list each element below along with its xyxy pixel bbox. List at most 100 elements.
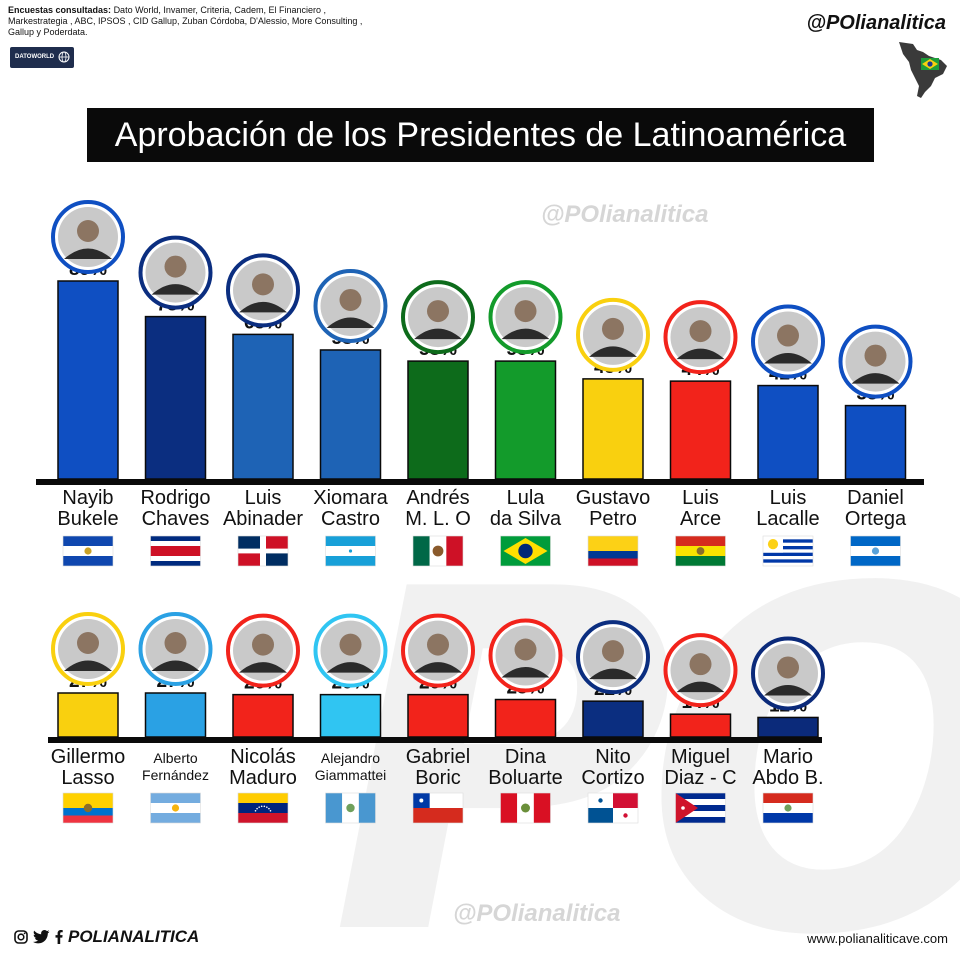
footer-brand: POLIANALITICA xyxy=(68,927,200,946)
bar xyxy=(494,698,557,738)
bar xyxy=(407,693,469,738)
website-link[interactable]: www.polianaliticave.com xyxy=(807,931,948,946)
president-name: Nicolás Maduro xyxy=(229,746,297,789)
president-name-line: Fernández xyxy=(142,767,209,783)
president-name-line: Cortizo xyxy=(581,767,644,789)
portrait-avatar xyxy=(138,612,213,686)
president-name-line: Maduro xyxy=(229,767,297,789)
flag-argentina xyxy=(150,792,201,824)
president-name-line: Lasso xyxy=(61,767,114,789)
bar xyxy=(582,700,644,738)
president-name-line: Lula xyxy=(507,487,546,509)
flag-colombia xyxy=(587,535,639,567)
flag-peru xyxy=(500,792,551,824)
president-name: Luis Lacalle xyxy=(756,487,819,530)
bar xyxy=(232,333,294,480)
portrait-avatar xyxy=(751,304,825,379)
president-name: Luis Abinader xyxy=(223,487,303,530)
president-name-line: Miguel xyxy=(671,746,730,768)
president-name-line: Luis xyxy=(770,487,807,509)
president-name: Xiomara Castro xyxy=(313,487,388,530)
portrait-avatar xyxy=(663,633,738,708)
president-name-line: Ortega xyxy=(845,508,907,530)
chart-title: Aprobación de los Presidentes de Latinoa… xyxy=(87,108,874,162)
president-name-line: Mario xyxy=(763,746,813,768)
president-name-line: Lacalle xyxy=(756,508,819,530)
bar xyxy=(669,380,732,480)
president-name-line: Alberto xyxy=(153,750,198,766)
flag-costa-rica xyxy=(150,535,201,567)
flag-uruguay xyxy=(762,535,814,567)
president-name-line: Bukele xyxy=(57,508,118,530)
president-name-line: Abinader xyxy=(223,508,303,530)
portrait-avatar xyxy=(401,280,475,355)
twitter-icon xyxy=(33,930,50,944)
flag-el-salvador xyxy=(62,535,114,567)
bar xyxy=(57,692,119,738)
president-name: Lula da Silva xyxy=(490,487,562,530)
flag-honduras xyxy=(325,535,376,567)
bar xyxy=(319,349,382,480)
portrait-avatar xyxy=(226,613,300,688)
flag-nicaragua xyxy=(850,535,901,567)
portrait-avatar xyxy=(226,253,300,328)
portrait-avatar xyxy=(313,613,388,688)
bar xyxy=(319,693,382,738)
president-name: Alberto Fernández xyxy=(142,750,209,783)
flag-ecuador xyxy=(62,792,114,824)
flag-venezuela xyxy=(237,792,289,824)
watermark-logo: PO xyxy=(330,491,960,960)
president-name-line: Dina xyxy=(505,746,547,768)
instagram-icon xyxy=(14,930,28,944)
bar xyxy=(57,280,119,480)
president-name: Miguel Diaz - C xyxy=(664,746,736,789)
president-name: Mario Abdo B. xyxy=(752,746,823,789)
sources-label: Encuestas consultadas: xyxy=(8,5,112,15)
flag-brazil xyxy=(500,535,551,567)
president-name-line: Luis xyxy=(682,487,719,509)
president-name: Gillermo Lasso xyxy=(51,746,125,789)
president-name: Luis Arce xyxy=(680,487,721,530)
flag-paraguay xyxy=(762,792,814,824)
president-name: Daniel Ortega xyxy=(845,487,907,530)
globe-icon xyxy=(58,51,70,63)
sources-list: Dato World, Invamer, Criteria, Cadem, El… xyxy=(8,5,363,37)
flag-chile xyxy=(412,792,464,824)
president-name-line: Boric xyxy=(415,767,461,789)
portrait-avatar xyxy=(401,613,475,688)
president-name-line: Gillermo xyxy=(51,746,125,768)
sources-note: Encuestas consultadas: Dato World, Invam… xyxy=(8,5,378,38)
president-name-line: Xiomara xyxy=(313,487,388,509)
axis-baseline xyxy=(48,737,822,743)
bar xyxy=(144,692,207,738)
bar xyxy=(582,378,644,480)
president-name-line: Nayib xyxy=(62,487,113,509)
portrait-avatar xyxy=(51,612,125,686)
president-name: Nito Cortizo xyxy=(581,746,644,789)
president-name-line: Castro xyxy=(321,508,380,530)
president-name-line: Alejandro xyxy=(321,750,380,766)
president-name-line: Nicolás xyxy=(230,746,296,768)
bar xyxy=(232,693,294,738)
president-name-line: Rodrigo xyxy=(140,487,210,509)
datoworld-badge-text: DATOWORLD xyxy=(15,54,55,60)
president-name: Gustavo Petro xyxy=(576,487,650,530)
portrait-avatar xyxy=(576,297,650,372)
bar xyxy=(407,360,469,480)
watermark-handle-top: @POlianalitica xyxy=(541,201,709,228)
president-name: Dina Boluarte xyxy=(488,746,563,789)
